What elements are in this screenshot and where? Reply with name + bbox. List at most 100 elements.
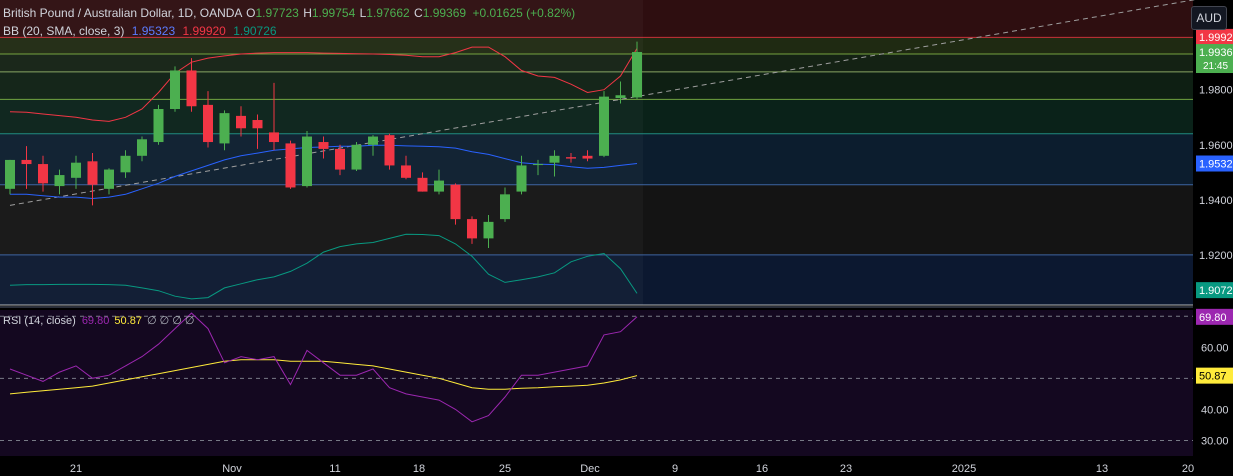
candle-body bbox=[203, 104, 213, 143]
candle-body bbox=[38, 164, 48, 184]
time-axis-tick-11: 20 bbox=[1182, 463, 1194, 475]
candle-body bbox=[285, 143, 296, 188]
candle-36 bbox=[599, 91, 609, 158]
candle-10 bbox=[170, 66, 180, 112]
candle-23 bbox=[384, 133, 395, 170]
candle-38 bbox=[632, 41, 642, 100]
bb-label: BB (20, SMA, close, 3) bbox=[3, 24, 125, 38]
candle-35 bbox=[582, 150, 593, 162]
time-axis-tick-9: 2025 bbox=[952, 463, 976, 475]
symbol-header: British Pound / Australian Dollar, 1D, O… bbox=[3, 6, 575, 20]
price-axis-tick-3: 1.9800 bbox=[1199, 85, 1233, 97]
candle-body bbox=[549, 155, 560, 163]
time-axis-bg bbox=[0, 458, 1233, 476]
rsi-label: RSI (14, close) bbox=[3, 315, 76, 327]
change-value: +0.01625 (+0.82%) bbox=[472, 6, 576, 20]
time-axis-tick-5: Dec bbox=[580, 463, 600, 475]
time-axis-tick-6: 9 bbox=[672, 463, 678, 475]
candle-3 bbox=[54, 169, 65, 195]
lower-band-price-tag-bg bbox=[1196, 282, 1233, 299]
open-label: O bbox=[246, 6, 256, 20]
candle-body bbox=[170, 70, 180, 110]
candle-body bbox=[219, 113, 230, 144]
last-price-tag: 1.9936 bbox=[1199, 47, 1233, 59]
rsi-value-tag-bg bbox=[1196, 308, 1233, 325]
candle-body bbox=[566, 157, 576, 159]
candle-body bbox=[582, 155, 593, 159]
rsi-ma-value: 50.87 bbox=[114, 315, 142, 327]
basis-price-tag: 1.9532 bbox=[1199, 159, 1233, 171]
candle-body bbox=[21, 159, 32, 165]
candle-body bbox=[269, 132, 279, 143]
candle-24 bbox=[401, 155, 411, 180]
candle-7 bbox=[120, 150, 131, 178]
time-axis-tick-7: 16 bbox=[756, 463, 768, 475]
lower-band-price-tag: 1.9072 bbox=[1199, 285, 1233, 297]
candle-8 bbox=[137, 136, 147, 162]
candle-31 bbox=[516, 155, 527, 195]
candle-34 bbox=[566, 153, 576, 163]
candle-19 bbox=[318, 136, 329, 159]
upper-band-price-tag-bg bbox=[1196, 28, 1233, 45]
price-zone-4 bbox=[0, 99, 1193, 134]
price-zone-6 bbox=[0, 184, 1193, 255]
candle-body bbox=[351, 144, 362, 170]
candle-body bbox=[467, 219, 477, 239]
candle-body bbox=[368, 136, 378, 145]
candle-body bbox=[87, 161, 98, 185]
candle-30 bbox=[500, 187, 510, 222]
candle-0 bbox=[5, 159, 15, 195]
candle-body bbox=[236, 115, 246, 129]
candle-14 bbox=[236, 106, 246, 137]
candle-body bbox=[153, 109, 164, 143]
candle-body bbox=[318, 142, 329, 149]
candle-body bbox=[54, 175, 65, 187]
candle-body bbox=[302, 136, 312, 187]
candle-body bbox=[137, 139, 147, 156]
bb-upper-line bbox=[9, 46, 638, 122]
price-zone-0 bbox=[0, 0, 1193, 38]
rsi-ma-tag: 50.87 bbox=[1199, 371, 1227, 383]
rsi-axis-tick-2: 30.00 bbox=[1201, 435, 1229, 447]
candle-body bbox=[5, 159, 15, 189]
candle-11 bbox=[186, 58, 197, 112]
close-label: C bbox=[414, 6, 423, 20]
candle-22 bbox=[368, 135, 378, 156]
close-value: 1.99369 bbox=[422, 6, 467, 20]
currency-button[interactable]: AUD bbox=[1191, 6, 1227, 30]
candle-25 bbox=[417, 172, 428, 192]
candle-13 bbox=[219, 110, 230, 151]
candle-body bbox=[384, 135, 395, 166]
low-value: 1.97662 bbox=[366, 6, 410, 20]
open-value: 1.97723 bbox=[255, 6, 299, 20]
low-label: L bbox=[359, 6, 367, 20]
data-range-highlight bbox=[0, 0, 643, 305]
basis-price-tag-bg bbox=[1196, 155, 1233, 172]
time-axis-tick-3: 18 bbox=[413, 463, 425, 475]
candle-1 bbox=[21, 146, 32, 189]
candle-33 bbox=[549, 150, 560, 177]
price-zone-1 bbox=[0, 37, 1193, 54]
time-axis-tick-10: 13 bbox=[1096, 463, 1108, 475]
candle-body bbox=[434, 180, 444, 192]
bb-lower-value: 1.90726 bbox=[233, 24, 277, 38]
bb-upper-value: 1.99920 bbox=[182, 24, 226, 38]
candle-12 bbox=[203, 91, 213, 148]
high-label: H bbox=[303, 6, 312, 20]
candle-body bbox=[335, 148, 345, 170]
candle-body bbox=[104, 169, 114, 189]
candle-body bbox=[500, 194, 510, 220]
candle-body bbox=[401, 165, 411, 178]
high-value: 1.99754 bbox=[311, 6, 356, 20]
rsi-axis-tick-0: 60.00 bbox=[1201, 342, 1229, 354]
candle-body bbox=[615, 95, 626, 98]
price-zone-2 bbox=[0, 53, 1193, 72]
rsi-ma-tag-bg bbox=[1196, 367, 1233, 384]
upper-band-price-tag: 1.9992 bbox=[1199, 32, 1233, 44]
candle-body bbox=[483, 221, 494, 239]
time-axis-tick-1: Nov bbox=[222, 463, 242, 475]
candle-18 bbox=[302, 131, 312, 188]
candle-2 bbox=[38, 155, 48, 192]
candle-body bbox=[186, 70, 197, 107]
